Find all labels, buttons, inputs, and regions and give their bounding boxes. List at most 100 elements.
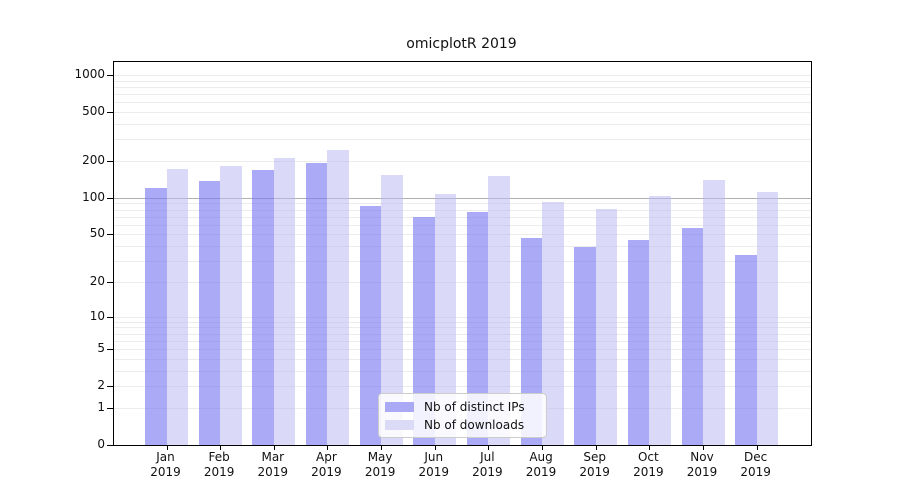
- x-axis-tick: [381, 446, 383, 450]
- y-axis-tick: [107, 197, 113, 199]
- gridline-minor: [114, 203, 811, 205]
- gridline-minor: [114, 80, 811, 82]
- bar-distinct-ips: [627, 239, 650, 445]
- bar-downloads: [756, 191, 779, 445]
- x-axis-tick: [220, 446, 222, 450]
- legend-label-downloads: Nb of downloads: [424, 418, 525, 432]
- bar-distinct-ips: [735, 254, 757, 445]
- bar-downloads: [703, 179, 725, 445]
- x-label-year: 2019: [203, 465, 235, 479]
- bar-distinct-ips: [252, 169, 274, 445]
- gridline-minor: [114, 327, 811, 329]
- x-axis-tick: [434, 446, 436, 450]
- y-axis-tick: [107, 407, 113, 409]
- x-axis-tick-label: Jul 2019: [457, 450, 517, 480]
- gridline-minor: [114, 86, 811, 88]
- gridline-minor: [114, 333, 811, 335]
- y-axis-tick-label: 2: [97, 378, 105, 393]
- x-label-month: Aug: [529, 450, 553, 464]
- gridline-emphasis: [114, 197, 811, 199]
- gridline-minor: [114, 370, 811, 372]
- bar-downloads: [542, 201, 564, 445]
- gridline-minor: [114, 123, 811, 125]
- x-label-year: 2019: [257, 465, 289, 479]
- bar-downloads: [649, 196, 671, 445]
- x-axis-tick: [166, 446, 168, 450]
- x-axis-tick-label: Jun 2019: [404, 450, 464, 480]
- bar-downloads: [273, 157, 296, 445]
- chart-title: omicplotR 2019: [406, 36, 517, 52]
- legend: Nb of distinct IPs Nb of downloads: [378, 393, 547, 438]
- bar-downloads: [381, 175, 403, 445]
- bar-downloads: [595, 209, 618, 445]
- gridline-minor: [114, 234, 811, 236]
- gridline-minor: [114, 386, 811, 388]
- bar-distinct-ips: [359, 206, 382, 445]
- x-axis-tick-label: Sep 2019: [565, 450, 625, 480]
- y-axis-tick: [107, 75, 113, 76]
- x-axis-tick-label: Nov 2019: [672, 450, 732, 480]
- bar-distinct-ips: [145, 188, 167, 445]
- legend-label-distinct-ips: Nb of distinct IPs: [424, 400, 525, 414]
- x-label-year: 2019: [472, 465, 503, 479]
- gridline-minor: [114, 349, 811, 351]
- gridline-minor: [114, 261, 811, 263]
- bar-distinct-ips: [198, 181, 221, 445]
- x-axis-tick: [595, 446, 597, 450]
- x-label-month: Jan: [156, 450, 175, 464]
- x-axis-tick-label: Mar 2019: [243, 450, 303, 480]
- gridline-minor: [114, 316, 811, 318]
- x-axis-tick: [756, 446, 758, 450]
- x-axis-tick: [488, 446, 490, 450]
- x-axis-tick: [327, 446, 329, 450]
- gridline-minor: [114, 94, 811, 96]
- y-axis-tick: [107, 386, 113, 388]
- x-label-year: 2019: [418, 465, 450, 479]
- x-label-year: 2019: [150, 465, 181, 479]
- y-axis-tick: [107, 160, 113, 162]
- x-axis-tick: [273, 446, 275, 450]
- x-label-year: 2019: [740, 465, 771, 479]
- gridline-minor: [114, 75, 811, 76]
- x-label-month: Jun: [424, 450, 444, 464]
- gridline-minor: [114, 160, 811, 162]
- gridline-minor: [114, 281, 811, 283]
- y-axis-tick-label: 10: [89, 308, 105, 323]
- y-axis-tick: [107, 281, 113, 283]
- x-label-year: 2019: [633, 465, 664, 479]
- plot-area: [107, 61, 812, 450]
- bar-distinct-ips: [681, 227, 703, 445]
- x-label-month: May: [367, 450, 393, 464]
- y-axis-tick: [107, 445, 113, 446]
- bar-distinct-ips: [413, 216, 435, 445]
- bar-downloads: [166, 169, 188, 445]
- gridline-minor: [114, 112, 811, 114]
- x-label-year: 2019: [311, 465, 342, 479]
- x-axis-tick-label: Apr 2019: [296, 450, 356, 480]
- y-axis-tick-label: 20: [89, 273, 105, 288]
- bar-downloads: [220, 165, 242, 445]
- x-axis-tick-label: Feb 2019: [189, 450, 249, 480]
- x-label-year: 2019: [686, 465, 718, 479]
- legend-swatch-distinct-ips-icon: [385, 402, 414, 412]
- x-axis-tick-label: Dec 2019: [726, 450, 786, 480]
- bar-downloads: [434, 193, 457, 445]
- gridline-minor: [114, 102, 811, 104]
- y-axis-tick: [107, 349, 113, 351]
- gridline-minor: [114, 340, 811, 342]
- y-axis-tick-label: 500: [82, 104, 105, 119]
- x-label-year: 2019: [525, 465, 557, 479]
- x-label-month: Jul: [480, 450, 495, 464]
- bar-downloads: [327, 149, 349, 445]
- x-axis-tick-label: Aug 2019: [511, 450, 571, 480]
- x-axis-tick: [649, 446, 651, 450]
- y-axis-tick-label: 1: [97, 399, 105, 414]
- x-label-month: Dec: [744, 450, 768, 464]
- y-axis-tick-label: 50: [89, 226, 105, 241]
- bar-distinct-ips: [305, 162, 328, 445]
- gridline-minor: [114, 246, 811, 248]
- x-axis-tick-label: Jan 2019: [136, 450, 196, 480]
- y-axis-tick: [107, 234, 113, 236]
- gridline-minor: [114, 358, 811, 360]
